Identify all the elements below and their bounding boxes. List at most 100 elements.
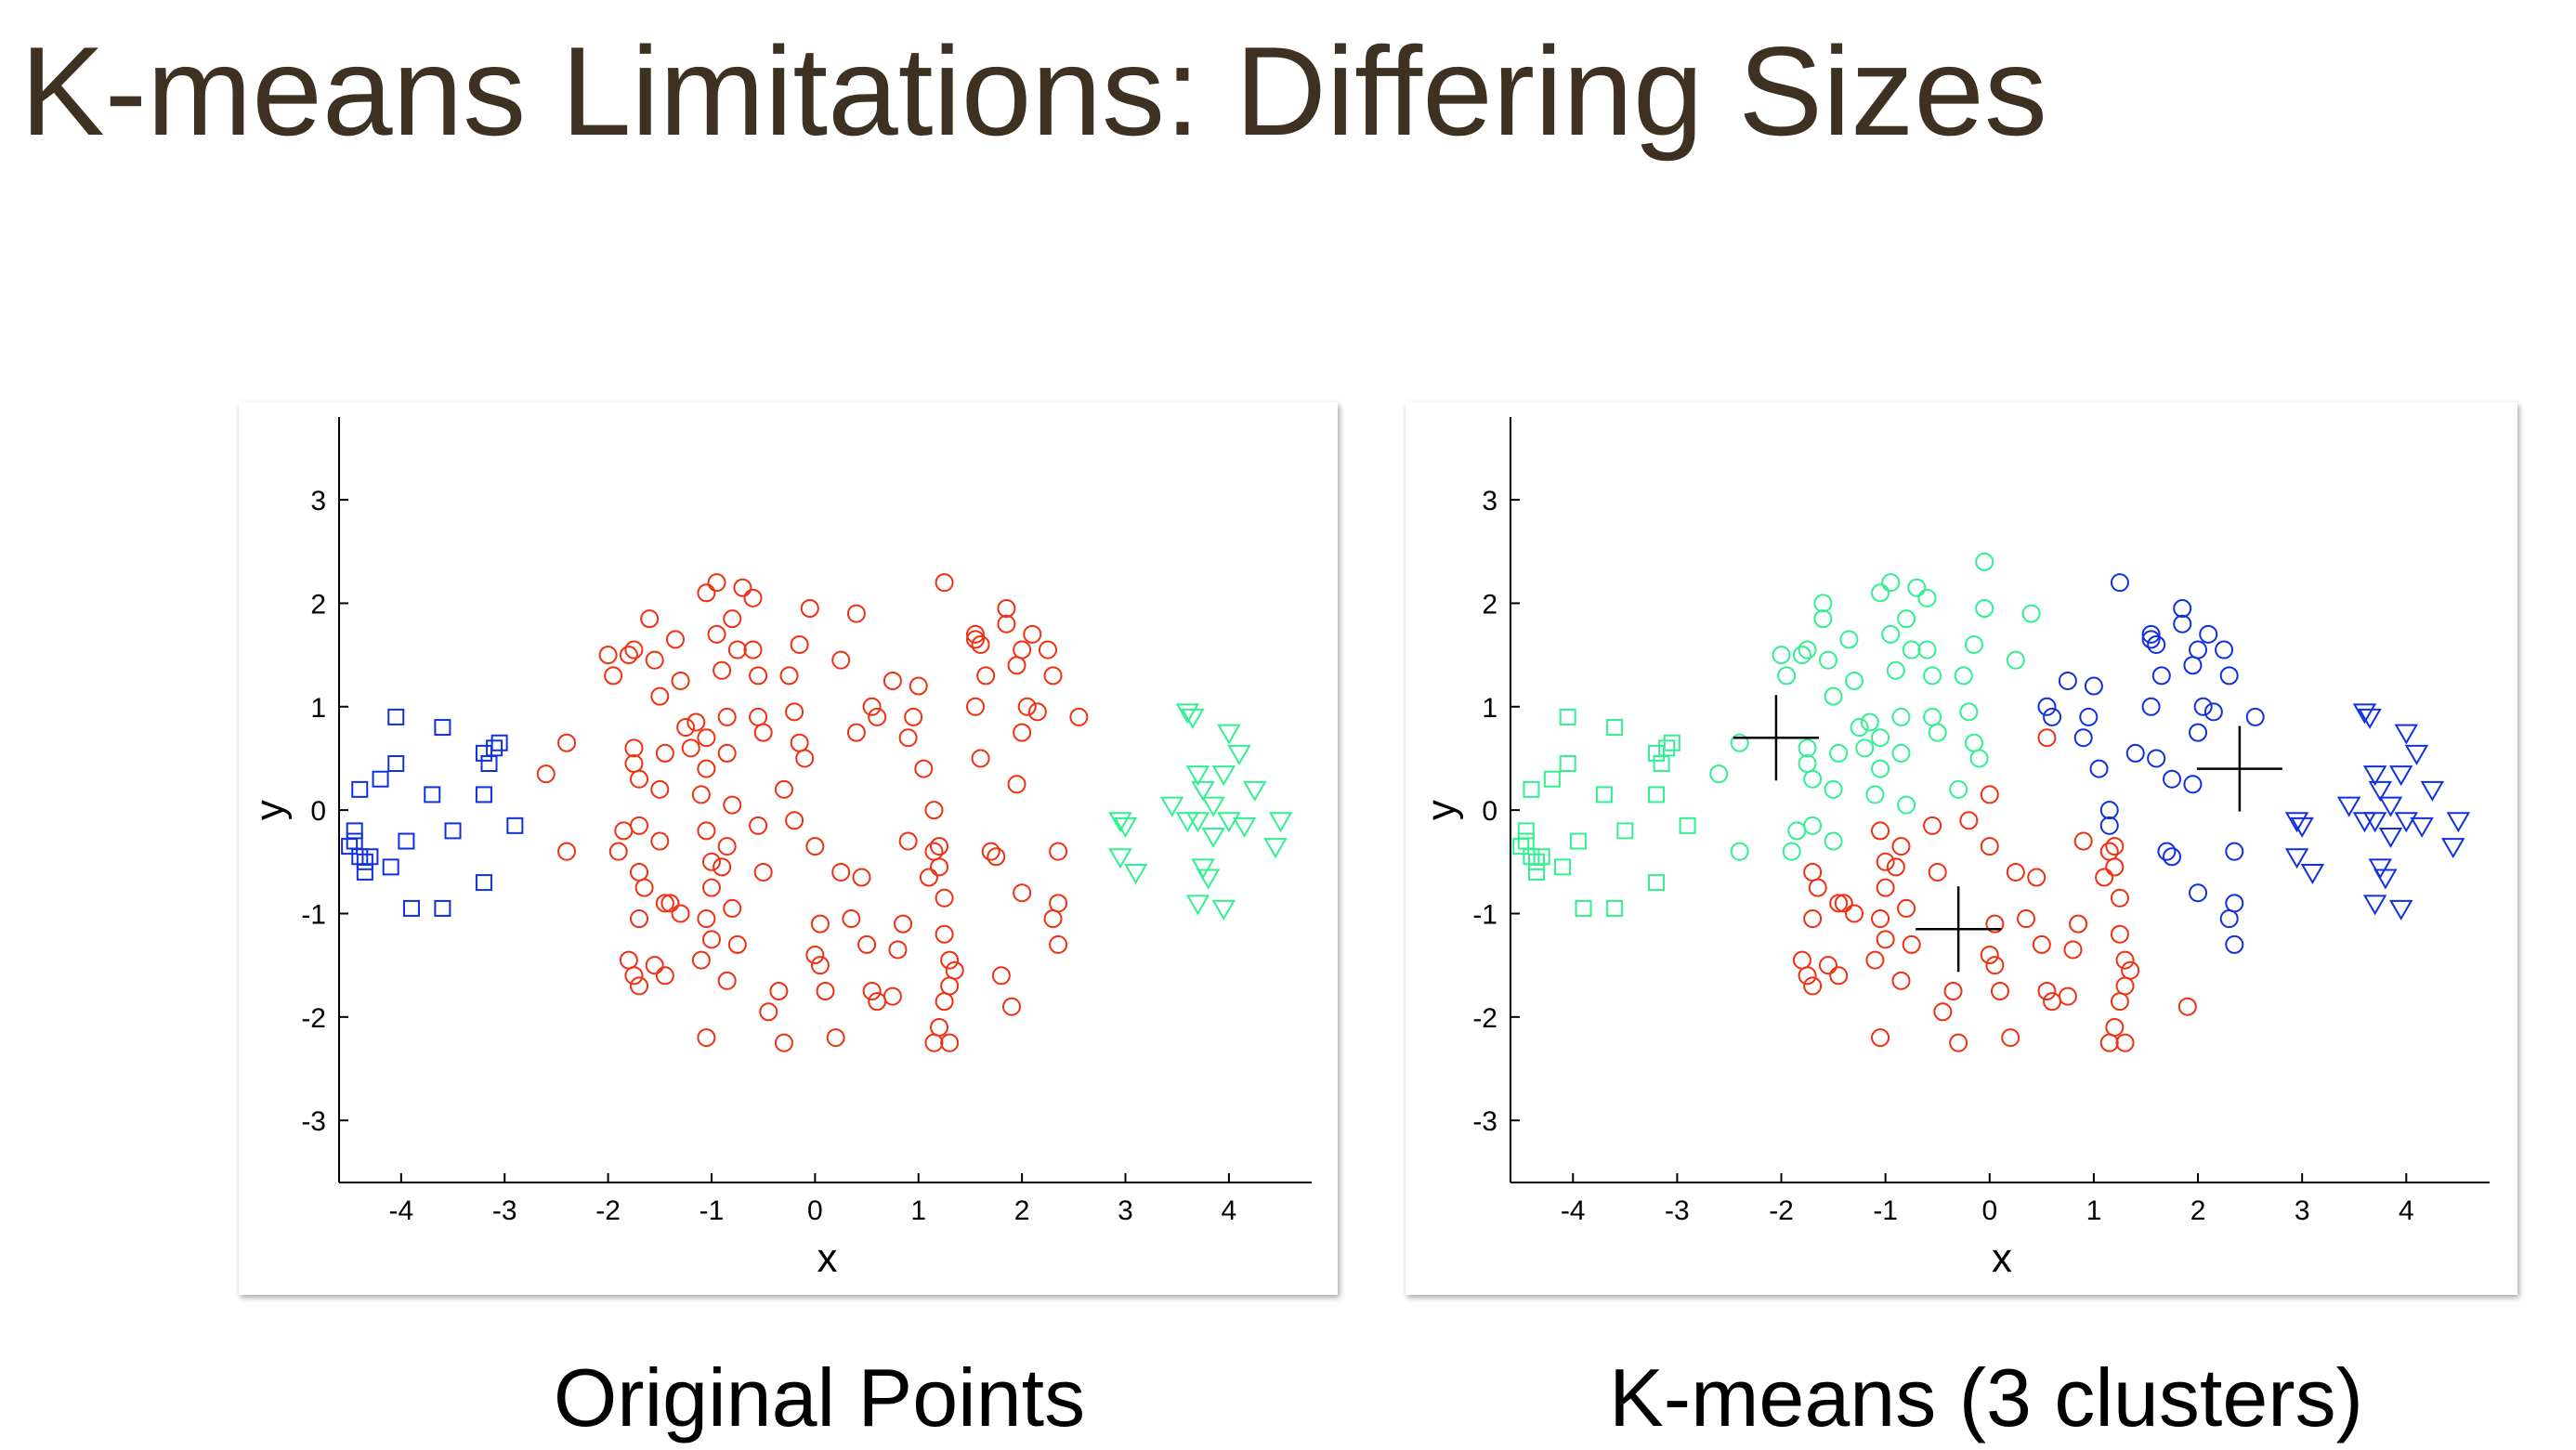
data-point-triangle [1108,812,1132,833]
data-point-circle [971,749,990,768]
data-point-triangle [2441,838,2465,859]
data-point-circle [681,738,700,758]
data-point-circle [785,811,804,830]
data-point-circle [909,676,928,696]
data-point-circle [2105,837,2125,856]
y-tick-label: 1 [310,693,326,724]
original-points-panel: -4 -3 -2 -1 0 1 2 3 4 -3 -2 -1 0 1 2 3 x y [239,402,1338,1295]
centroid-marker [1733,695,1819,781]
data-point-circle [1818,650,1837,670]
data-point-square [480,755,498,773]
data-point-circle [2099,1033,2119,1052]
y-tick-label: 0 [1482,796,1497,827]
data-point-circle [1829,743,1849,763]
data-point-circle [2189,723,2208,742]
data-point-circle [769,982,789,1000]
data-point-square [490,734,508,751]
data-point-triangle [1243,780,1267,802]
data-point-circle [619,950,638,970]
data-point-triangle [2404,744,2429,765]
data-point-triangle [1123,863,1148,884]
data-point-circle [894,914,913,934]
data-point-circle [624,640,644,660]
x-tick-label: 0 [1981,1195,1997,1226]
data-point-circle [1803,816,1823,835]
x-axis-label: x [1992,1235,2012,1281]
data-point-circle [1975,599,1994,618]
data-point-circle [1803,976,1823,996]
data-point-circle [665,630,685,649]
data-point-circle [1803,909,1823,929]
data-point-circle [1860,712,1879,732]
data-point-triangle [1175,703,1200,725]
data-point-circle [630,976,649,996]
data-point-circle [650,831,670,851]
data-point-circle [2099,842,2119,861]
data-point-circle [676,718,696,738]
data-point-circle [883,671,902,690]
data-point-triangle [2410,816,2434,838]
data-point-circle [707,573,726,593]
data-point-circle [557,842,577,861]
data-point-circle [1886,660,1905,680]
data-point-circle [1902,934,1921,954]
data-point-triangle [1211,899,1236,921]
data-point-triangle [1191,780,1215,802]
data-point-circle [883,986,902,1006]
data-point-circle [976,666,996,686]
data-point-triangle [1185,812,1210,833]
data-point-circle [1949,779,1968,799]
data-point-circle [1917,588,1937,607]
data-point-circle [1959,702,1979,722]
data-point-circle [1923,816,1942,835]
data-point-circle [608,842,628,861]
data-point-circle [2110,573,2129,593]
data-point-square [1595,786,1613,803]
data-point-circle [930,857,949,877]
data-point-circle [1049,842,1068,861]
data-point-circle [557,733,577,752]
data-point-circle [2073,728,2093,748]
data-point-circle [1891,707,1911,726]
data-point-circle [717,837,737,856]
data-point-square [387,708,405,725]
x-tick-label: -1 [700,1195,725,1226]
data-point-circle [831,650,851,670]
data-point-circle [1049,894,1068,913]
data-point-triangle [1181,708,1205,729]
data-point-square [434,899,451,917]
data-point-circle [1798,966,1817,986]
data-point-circle [1865,785,1885,804]
data-point-circle [2157,842,2177,861]
data-point-circle [630,769,649,789]
data-point-circle [774,1033,793,1052]
data-point-circle [697,909,716,929]
data-point-square [1528,863,1546,881]
data-point-circle [1017,697,1037,716]
data-point-circle [966,630,986,649]
data-point-circle [924,842,944,861]
data-point-circle [645,650,664,670]
data-point-circle [1824,779,1843,799]
data-point-triangle [2388,765,2413,787]
data-point-square [475,874,492,892]
y-tick-label: 2 [310,589,326,620]
data-point-circle [2115,1033,2135,1052]
data-point-circle [2058,986,2077,1006]
data-point-triangle [1201,796,1225,817]
data-point-circle [2225,894,2244,913]
data-point-circle [997,614,1016,634]
data-point-circle [2151,666,2171,686]
data-point-circle [1043,909,1063,929]
data-point-circle [846,723,866,742]
x-axis-label: x [817,1235,838,1281]
data-point-circle [697,759,716,778]
y-tick-label: -3 [1472,1106,1497,1137]
data-point-circle [1975,552,1994,571]
y-tick-label: -1 [301,899,326,930]
x-tick-label: -2 [1769,1195,1794,1226]
data-point-square [475,786,492,803]
data-point-circle [1824,686,1843,706]
data-point-circle [650,779,670,799]
data-point-circle [691,950,711,970]
